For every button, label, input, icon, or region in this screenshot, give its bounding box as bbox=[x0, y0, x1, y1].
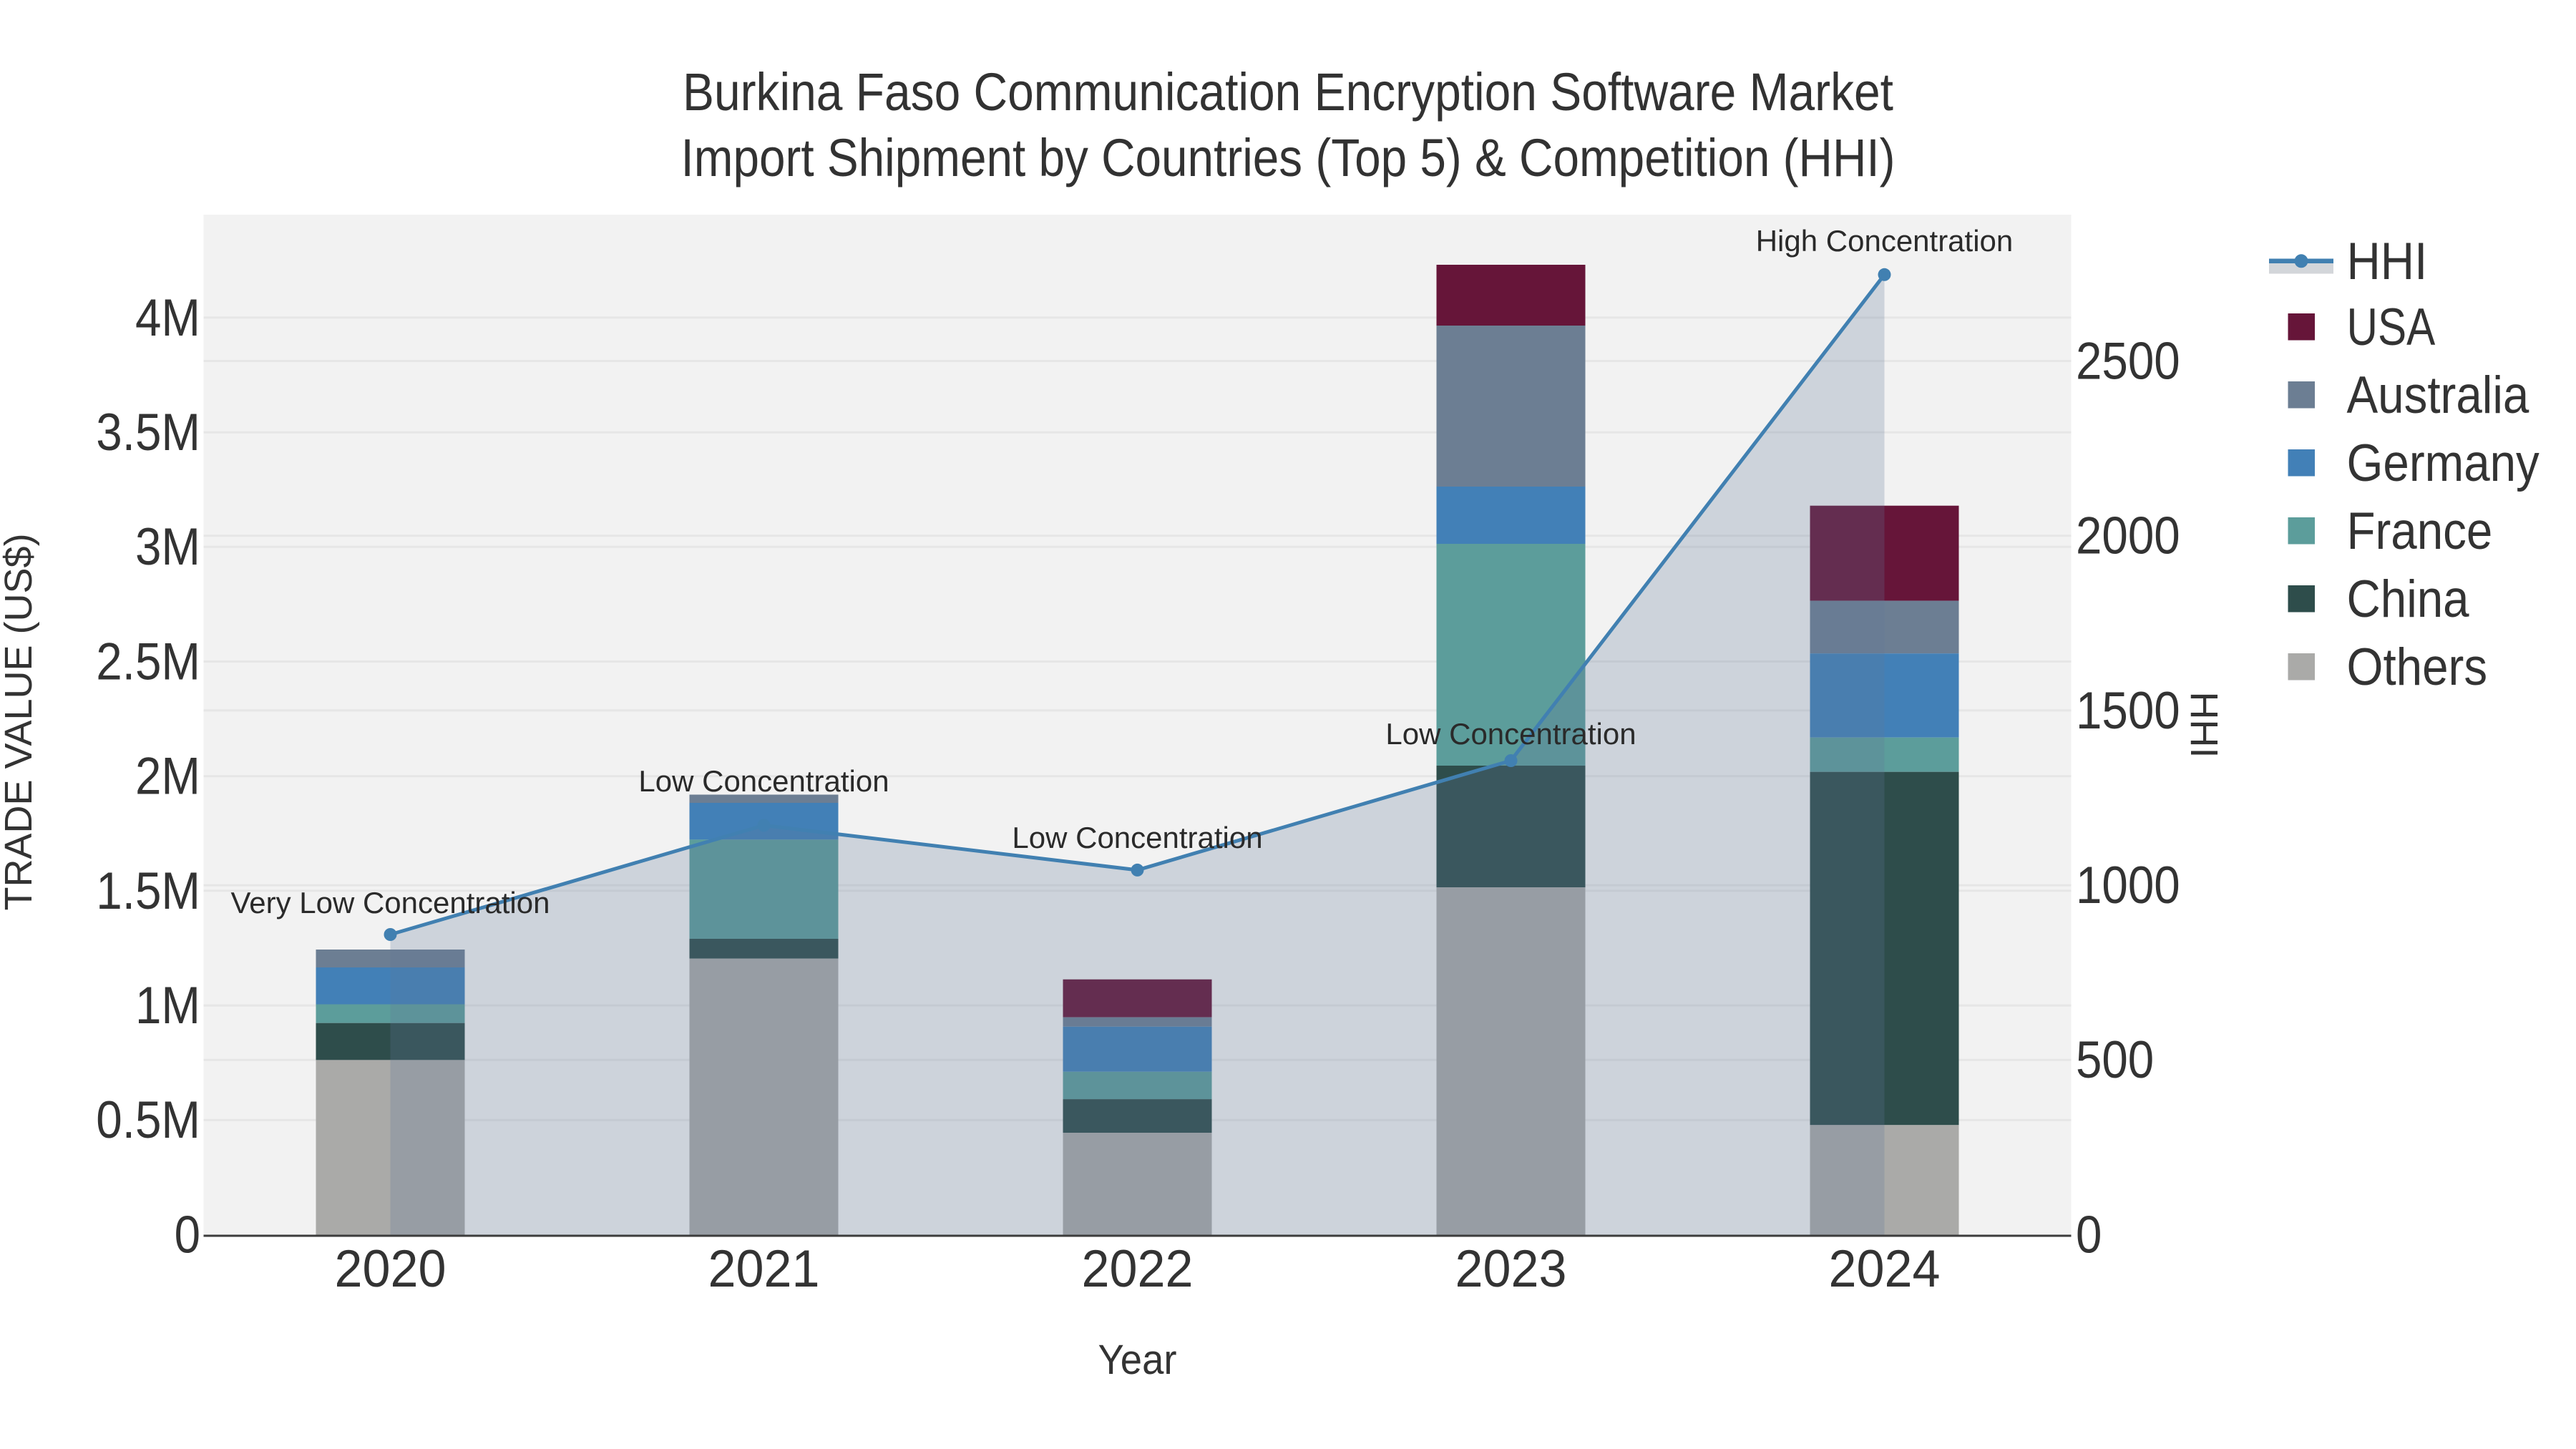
svg-text:2M: 2M bbox=[135, 748, 200, 806]
svg-text:2020: 2020 bbox=[335, 1240, 447, 1298]
svg-text:High Concentration: High Concentration bbox=[1756, 224, 2014, 258]
svg-text:2021: 2021 bbox=[708, 1240, 820, 1298]
svg-text:1.5M: 1.5M bbox=[96, 862, 200, 920]
svg-text:1500: 1500 bbox=[2076, 682, 2180, 740]
svg-text:Low Concentration: Low Concentration bbox=[1385, 717, 1636, 751]
svg-text:Very Low Concentration: Very Low Concentration bbox=[231, 886, 550, 919]
svg-text:Low Concentration: Low Concentration bbox=[638, 764, 889, 798]
svg-text:4M: 4M bbox=[135, 289, 200, 347]
svg-text:2.5M: 2.5M bbox=[96, 633, 200, 691]
svg-text:1000: 1000 bbox=[2076, 857, 2180, 914]
svg-text:1M: 1M bbox=[135, 977, 200, 1035]
svg-text:2022: 2022 bbox=[1082, 1240, 1194, 1298]
svg-text:0.5M: 0.5M bbox=[96, 1091, 200, 1149]
svg-text:Others: Others bbox=[2347, 638, 2488, 696]
svg-text:2024: 2024 bbox=[1829, 1240, 1941, 1298]
svg-text:USA: USA bbox=[2347, 298, 2436, 356]
svg-text:Burkina Faso Communication Enc: Burkina Faso Communication Encryption So… bbox=[683, 62, 1893, 122]
svg-text:Low Concentration: Low Concentration bbox=[1012, 821, 1262, 854]
svg-text:0: 0 bbox=[175, 1206, 200, 1264]
svg-text:Germany: Germany bbox=[2347, 434, 2540, 492]
svg-text:0: 0 bbox=[2076, 1206, 2102, 1264]
svg-text:TRADE VALUE (US$): TRADE VALUE (US$) bbox=[0, 533, 40, 910]
svg-text:Australia: Australia bbox=[2347, 366, 2529, 424]
svg-text:2023: 2023 bbox=[1455, 1240, 1567, 1298]
svg-text:France: France bbox=[2347, 502, 2493, 560]
svg-text:Year: Year bbox=[1098, 1337, 1177, 1383]
svg-text:2000: 2000 bbox=[2076, 507, 2180, 565]
svg-text:HHI: HHI bbox=[2347, 233, 2428, 291]
svg-text:3M: 3M bbox=[135, 518, 200, 576]
svg-text:3.5M: 3.5M bbox=[96, 404, 200, 462]
svg-text:Import Shipment by Countries (: Import Shipment by Countries (Top 5) & C… bbox=[681, 128, 1896, 187]
svg-text:2500: 2500 bbox=[2076, 332, 2180, 390]
svg-text:China: China bbox=[2347, 570, 2469, 628]
svg-text:500: 500 bbox=[2076, 1031, 2154, 1089]
svg-text:HHI: HHI bbox=[2182, 692, 2225, 758]
